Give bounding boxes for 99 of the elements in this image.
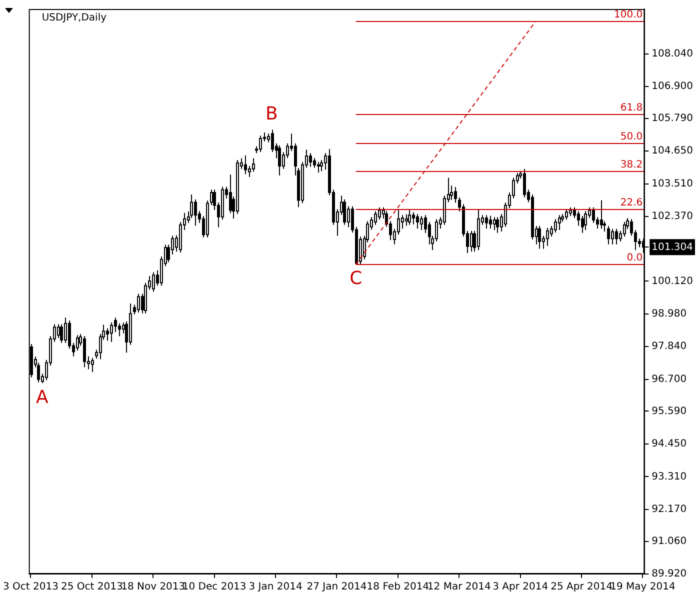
candlestick — [424, 214, 427, 234]
annotation: A — [36, 386, 50, 408]
candlestick — [91, 357, 94, 373]
y-tick-label: 89.920 — [652, 568, 687, 580]
y-tick-label: 104.650 — [652, 146, 694, 157]
candlestick — [83, 336, 86, 368]
candlestick — [118, 322, 121, 337]
candlestick — [454, 186, 457, 204]
candlestick — [309, 152, 312, 168]
y-tick-label: 106.900 — [652, 81, 694, 92]
candlestick — [550, 226, 553, 238]
candlestick — [313, 158, 316, 168]
candlestick — [592, 206, 595, 224]
candlestick — [607, 226, 610, 245]
candlestick — [378, 206, 381, 220]
annotation: 0.0 — [626, 252, 643, 264]
y-tick-label: 105.790 — [652, 112, 694, 124]
x-tick-label: 25 Apr 2014 — [550, 582, 612, 593]
candlestick — [248, 166, 251, 178]
candlestick — [416, 213, 419, 230]
candlestick — [523, 168, 526, 198]
candlestick — [558, 214, 561, 231]
candlestick — [271, 129, 274, 152]
candlestick — [210, 189, 213, 206]
candlestick — [114, 317, 117, 332]
annotation: 61.8 — [620, 102, 643, 114]
y-tick-label: 98.980 — [652, 308, 687, 320]
candlestick — [152, 272, 155, 292]
candlestick — [190, 194, 193, 219]
annotation: 50.0 — [620, 132, 643, 143]
candlestick — [493, 216, 496, 231]
chart-title: USDJPY,Daily — [42, 12, 107, 24]
y-tick-label: 93.310 — [652, 471, 687, 482]
x-tick-label: 18 Feb 2014 — [366, 582, 430, 593]
candlestick — [343, 198, 346, 226]
candlestick — [320, 160, 323, 172]
candlestick — [603, 220, 606, 232]
x-tick-label: 3 Apr 2014 — [492, 582, 548, 593]
y-tick-label: 96.700 — [652, 374, 687, 385]
candlestick — [401, 214, 404, 230]
candlestick — [317, 162, 320, 174]
x-tick-label: 25 Oct 2013 — [61, 582, 123, 593]
candlestick — [573, 206, 576, 219]
y-tick-label: 97.840 — [652, 341, 687, 352]
candlestick — [259, 135, 262, 152]
x-tick-label: 27 Jan 2014 — [306, 582, 367, 593]
candlestick — [496, 216, 499, 234]
candlestick — [615, 228, 618, 245]
annotation: 22.6 — [620, 198, 643, 209]
candlestick — [623, 222, 626, 238]
x-tick-label: 3 Jan 2014 — [248, 582, 302, 593]
candlestick — [244, 154, 247, 175]
candlestick — [278, 144, 281, 176]
candlestick — [408, 209, 411, 226]
y-tick-label: 100.120 — [652, 276, 694, 287]
candlestick — [110, 322, 113, 343]
candlestick — [57, 324, 60, 339]
candlestick — [412, 212, 415, 225]
candlestick — [68, 320, 71, 350]
y-tick-label: 91.060 — [652, 536, 687, 547]
candlestick — [374, 210, 377, 226]
candlestick — [435, 218, 438, 242]
candlestick — [64, 317, 67, 344]
candlestick — [252, 158, 255, 172]
y-tick-label: 92.170 — [652, 504, 687, 515]
x-tick-label: 3 Oct 2013 — [2, 582, 58, 593]
annotation: 38.2 — [620, 160, 643, 171]
y-tick-label: 102.370 — [652, 211, 694, 222]
candlestick — [577, 210, 580, 226]
x-tick-label: 19 May 2014 — [610, 582, 676, 593]
candlestick — [137, 293, 140, 313]
y-tick-label: 94.450 — [652, 438, 687, 450]
candlestick — [611, 228, 614, 245]
annotation: C — [350, 268, 362, 289]
annotation: B — [266, 103, 278, 124]
candlestick — [420, 215, 423, 231]
candlestick — [443, 195, 446, 226]
y-tick-label: 101.304 — [652, 242, 694, 253]
candlestick — [106, 328, 109, 342]
candlestick — [554, 218, 557, 234]
y-tick-label: 108.040 — [652, 48, 694, 60]
candlestick — [546, 228, 549, 246]
candlestick — [347, 206, 350, 228]
candlestick — [60, 324, 63, 344]
candlestick — [565, 208, 568, 220]
candlestick — [538, 226, 541, 250]
candlestick — [405, 214, 408, 226]
candlestick — [581, 215, 584, 234]
candlestick — [600, 200, 603, 230]
candlestick — [584, 210, 587, 231]
y-tick-label: 95.590 — [652, 406, 687, 417]
candlestick — [194, 198, 197, 226]
candlestick — [470, 230, 473, 252]
candlestick — [489, 215, 492, 230]
annotation: 100.0 — [614, 10, 643, 21]
x-tick-label: 12 Mar 2014 — [427, 582, 491, 593]
candlestick — [485, 214, 488, 230]
y-tick-label: 103.510 — [652, 178, 694, 190]
candlestick — [76, 334, 79, 352]
